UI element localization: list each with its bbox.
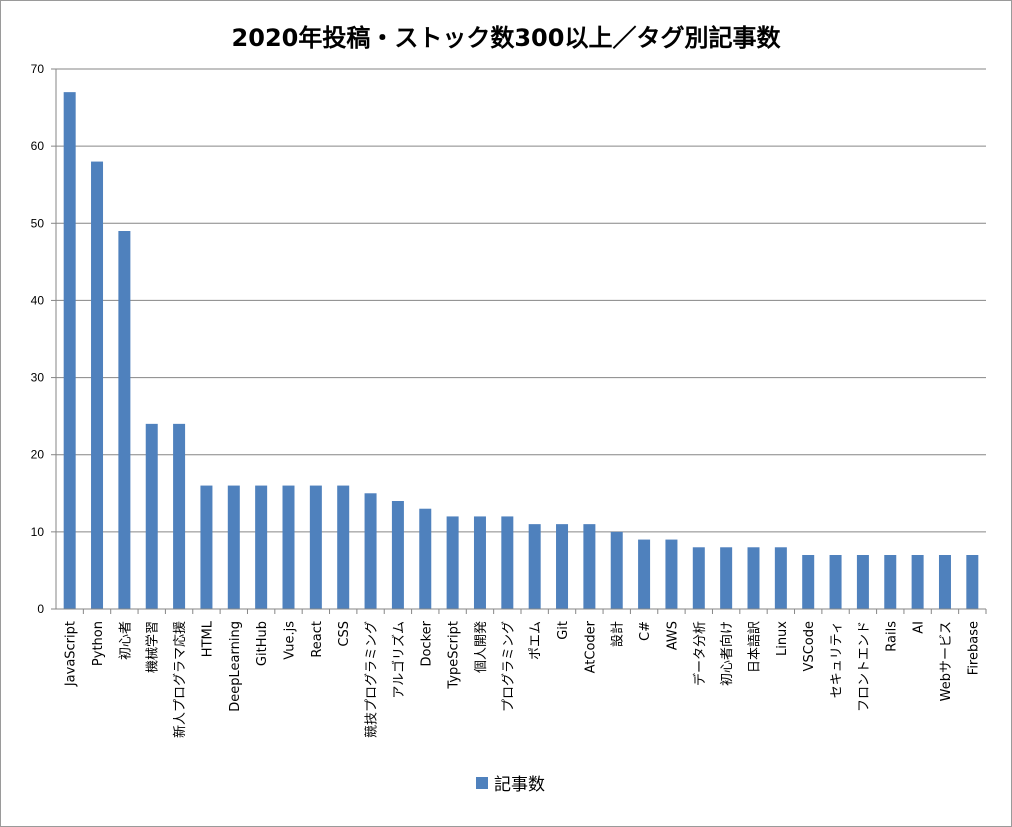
x-category-label: Rails [884, 621, 899, 652]
bar [966, 555, 979, 609]
bar [282, 485, 295, 609]
x-category-label: Webサービス [939, 621, 954, 701]
bar [665, 539, 678, 609]
x-category-label: Git [556, 621, 571, 640]
x-category-label: JavaScript [64, 621, 79, 687]
bar [610, 531, 623, 609]
bar [118, 231, 131, 609]
x-category-label: Firebase [966, 621, 981, 675]
y-tick-label: 70 [31, 62, 45, 76]
x-category-label: 機械学習 [145, 621, 161, 673]
bar [747, 547, 760, 609]
bar [473, 516, 486, 609]
y-tick-label: 60 [31, 139, 45, 153]
x-category-label: HTML [200, 620, 215, 657]
x-category-label: セキュリティ [830, 621, 845, 698]
x-category-label: AtCoder [583, 620, 598, 673]
bar [856, 555, 869, 609]
legend: 記事数 [476, 770, 545, 795]
x-category-label: Vue.js [283, 621, 298, 660]
bar [911, 555, 924, 609]
bar [200, 485, 213, 609]
bar [802, 555, 815, 609]
bar [337, 485, 350, 609]
x-category-label: データ分析 [692, 621, 708, 686]
bar [255, 485, 268, 609]
legend-swatch [476, 776, 488, 789]
bar [501, 516, 514, 609]
bar [391, 501, 404, 609]
bar [528, 524, 541, 609]
bar [829, 555, 842, 609]
bar [173, 423, 186, 609]
y-tick-label: 50 [31, 216, 45, 230]
bar [638, 539, 651, 609]
x-category-label: GitHub [255, 621, 270, 666]
y-tick-label: 30 [31, 371, 45, 385]
bar [309, 485, 322, 609]
bar [364, 493, 377, 609]
x-category-label: フロントエンド [857, 621, 872, 712]
x-category-label: 競技プログラミング [365, 621, 380, 738]
x-category-label: C# [638, 621, 653, 641]
x-category-label: AI [912, 621, 927, 634]
bar [938, 555, 951, 609]
y-tick-label: 0 [37, 602, 44, 616]
bar [227, 485, 240, 609]
y-tick-label: 40 [31, 293, 45, 307]
x-category-label: アルゴリズム [391, 621, 407, 699]
x-category-label: AWS [665, 621, 680, 650]
bar [419, 508, 432, 609]
x-category-label: 初心者向け [719, 621, 735, 686]
x-category-label: 初心者 [118, 621, 133, 660]
bar [91, 161, 104, 610]
y-tick-label: 10 [31, 525, 45, 539]
x-category-label: 個人開発 [474, 621, 489, 673]
bar [446, 516, 459, 609]
y-tick-label: 20 [31, 448, 45, 462]
bar [63, 92, 76, 609]
x-category-label: React [310, 621, 325, 658]
x-category-label: 設計 [610, 621, 626, 647]
x-category-label: CSS [337, 621, 352, 647]
bar [884, 555, 897, 609]
x-category-label: 日本語訳 [747, 621, 763, 673]
bar [556, 524, 569, 609]
bar [720, 547, 733, 609]
chart-title: 2020年投稿・ストック数300以上／タグ別記事数 [231, 24, 781, 52]
x-category-label: 新人プログラマ応援 [172, 621, 188, 738]
x-category-label: TypeScript [447, 621, 462, 690]
x-category-label: VSCode [802, 621, 817, 671]
x-category-label: Python [91, 621, 106, 666]
legend-label: 記事数 [494, 775, 545, 795]
x-category-label: DeepLearning [228, 621, 243, 712]
bar [583, 524, 596, 609]
bar [774, 547, 787, 609]
x-category-label: Docker [419, 620, 434, 666]
x-category-label: Linux [775, 621, 790, 656]
x-category-label: ポエム [529, 621, 544, 660]
bar [145, 423, 158, 609]
bar [692, 547, 705, 609]
x-category-label: プログラミング [501, 621, 516, 712]
